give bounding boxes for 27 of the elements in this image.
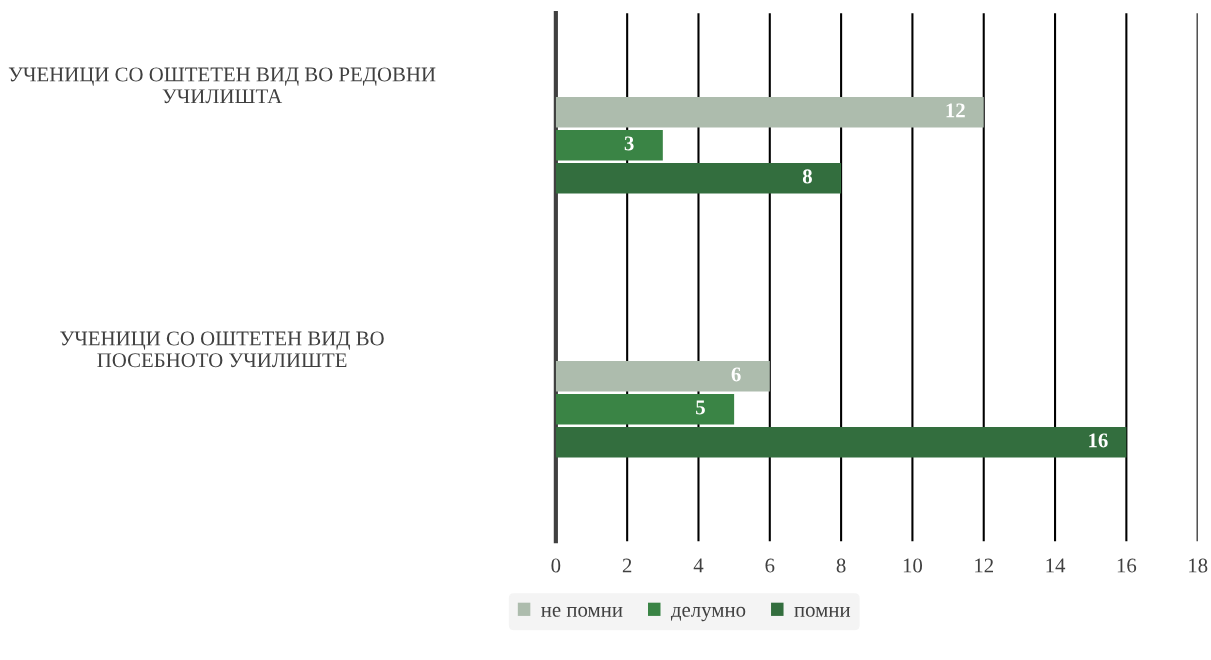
bar <box>555 427 1127 458</box>
legend-label: помни <box>794 606 851 617</box>
bar <box>555 394 735 425</box>
x-tick-label: 8 <box>836 558 846 573</box>
x-tick-label: 12 <box>975 558 993 573</box>
x-tick-label: 2 <box>622 558 632 573</box>
x-tick-label: 6 <box>765 558 775 573</box>
x-tick-label: 16 <box>1117 558 1137 573</box>
bar <box>555 361 770 392</box>
x-tick-label: 14 <box>1046 558 1066 573</box>
data-label: 5 <box>696 400 705 415</box>
data-label: 3 <box>624 136 634 151</box>
data-label: 8 <box>802 169 812 184</box>
bar <box>555 97 984 128</box>
bar <box>555 163 842 194</box>
x-tick-label: 10 <box>903 558 923 573</box>
y-tick-label: УЧЕНИЦИ СО ОШТЕТЕН ВИД ВО РЕДОВНИ УЧИЛИШТА <box>8 67 436 104</box>
y-tick-label: УЧЕНИЦИ СО ОШТЕТЕН ВИД ВО ПОСЕБНОТО УЧИЛИШТЕ <box>60 331 384 368</box>
data-label: 16 <box>1089 433 1108 448</box>
legend-label: делумно <box>670 606 746 622</box>
bar <box>555 130 663 161</box>
data-label: 12 <box>946 103 965 118</box>
x-tick-label: 4 <box>693 558 704 573</box>
legend-label: не помни <box>541 606 623 617</box>
x-tick-label: 0 <box>551 558 561 573</box>
data-label: 6 <box>731 367 741 382</box>
x-tick-label: 18 <box>1189 558 1208 573</box>
